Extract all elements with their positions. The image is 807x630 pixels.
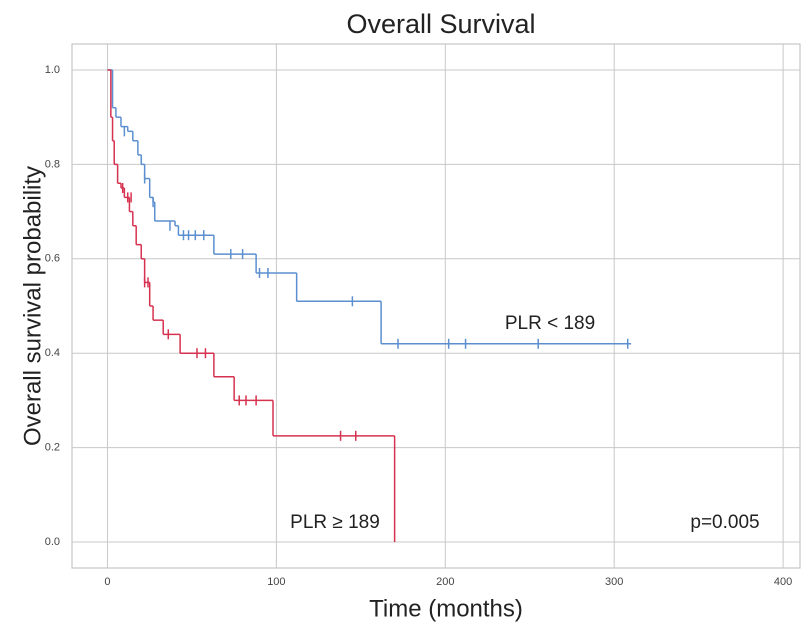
y-tick-label: 0.8 — [45, 158, 60, 170]
y-tick-label: 0.6 — [45, 253, 60, 265]
series-label: PLR < 189 — [505, 313, 595, 334]
x-tick-label: 200 — [436, 576, 454, 588]
y-tick-label: 0.2 — [45, 442, 60, 454]
plot-frame — [71, 43, 801, 569]
x-tick-label: 100 — [267, 576, 285, 588]
y-axis-label: Overall survival probability — [19, 166, 46, 446]
x-tick-label: 0 — [104, 576, 110, 588]
y-tick-label: 0.4 — [45, 347, 60, 359]
p-value: p=0.005 — [690, 512, 759, 533]
x-tick-label: 400 — [774, 576, 792, 588]
y-tick-label: 0.0 — [45, 536, 60, 548]
series-label: PLR ≥ 189 — [290, 512, 380, 533]
x-axis-label: Time (months) — [369, 595, 523, 622]
chart-title: Overall Survival — [346, 9, 535, 39]
x-tick-label: 300 — [605, 576, 623, 588]
y-tick-label: 1.0 — [45, 64, 60, 76]
